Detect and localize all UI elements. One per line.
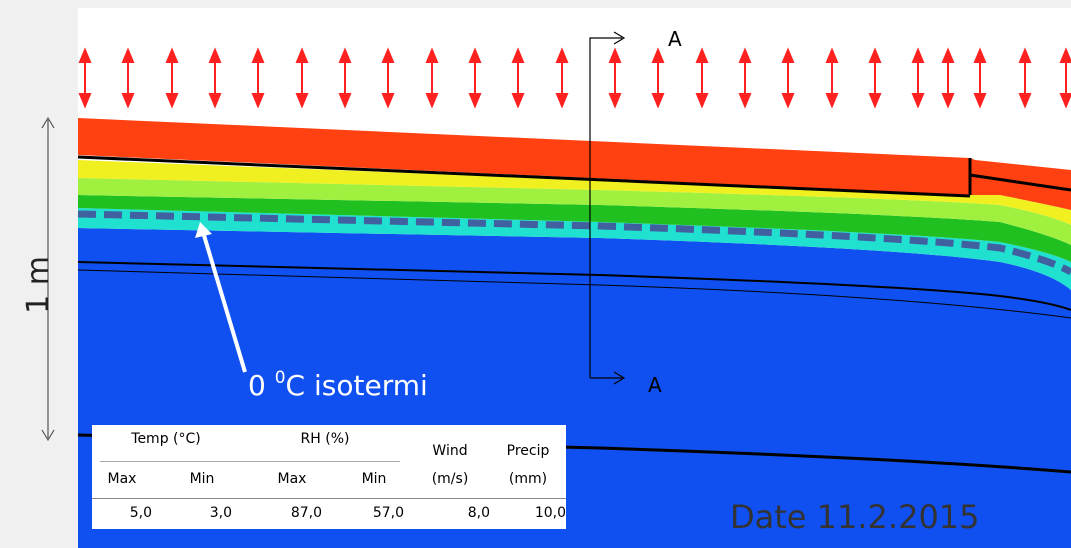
flux-arrow [165,47,179,109]
section-label: A [648,373,662,397]
flux-arrow [1059,47,1071,109]
flux-arrow [781,47,795,109]
yellow-layer [78,160,1071,225]
cell: 3,0 [209,505,232,521]
light-green-layer [78,178,1071,245]
scale-label: 1 m [21,256,56,314]
flux-arrow [468,47,482,109]
flux-arrow [425,47,439,109]
subheader: (mm) [508,471,548,487]
weather-table: Temp (°C) RH (%) Wind Precip Max Min Max… [92,425,566,529]
cell: 10,0 [534,505,566,521]
cell: 87,0 [290,505,322,521]
flux-arrow [941,47,955,109]
flux-arrow [555,47,569,109]
flux-arrow [208,47,222,109]
subheader: Max [107,471,137,487]
cell: 5,0 [129,505,152,521]
flux-arrow [381,47,395,109]
section-line [589,31,626,385]
group-header: Temp (°C) [131,431,201,447]
green-layer [78,195,1071,262]
layer-line [77,433,1071,474]
flux-arrow [825,47,839,109]
subheader: Max [277,471,307,487]
pointer-head [195,222,212,238]
flux-arrow [868,47,882,109]
subheader: (m/s) [431,471,469,487]
layer-line [77,269,1071,319]
isotherm-label: 0 0C isotermi [248,368,428,402]
header: Wind [432,443,468,459]
cell: 57,0 [372,505,404,521]
scale-arrow [41,116,55,442]
flux-arrow [695,47,709,109]
flux-arrow [121,47,135,109]
divider [92,498,566,499]
flux-arrow [651,47,665,109]
flux-arrow [738,47,752,109]
cell: 8,0 [467,505,490,521]
isotherm-line [77,210,1071,276]
red-layer [78,118,1071,210]
flux-arrow [1018,47,1032,109]
header: Precip [506,443,550,459]
flux-arrow [295,47,309,109]
isotherm-text: 0 [248,369,275,402]
isotherm-sup: 0 [275,368,286,388]
divider [100,461,400,462]
subheader: Min [361,471,387,487]
pointer-arrow [201,231,247,373]
flux-arrow [78,47,92,109]
layer-line [77,261,1071,311]
cyan-layer [78,208,1071,290]
flux-arrow [973,47,987,109]
isotherm-text: C isotermi [286,369,428,402]
flux-arrow [338,47,352,109]
group-header: RH (%) [300,431,350,447]
flux-arrow [911,47,925,109]
flux-arrow [608,47,622,109]
flux-arrow [251,47,265,109]
date-label: Date 11.2.2015 [730,498,980,536]
flux-arrows [78,47,1071,109]
flux-arrow [511,47,525,109]
layer-line [77,155,1071,198]
subheader: Min [189,471,215,487]
section-label: A [668,27,682,51]
